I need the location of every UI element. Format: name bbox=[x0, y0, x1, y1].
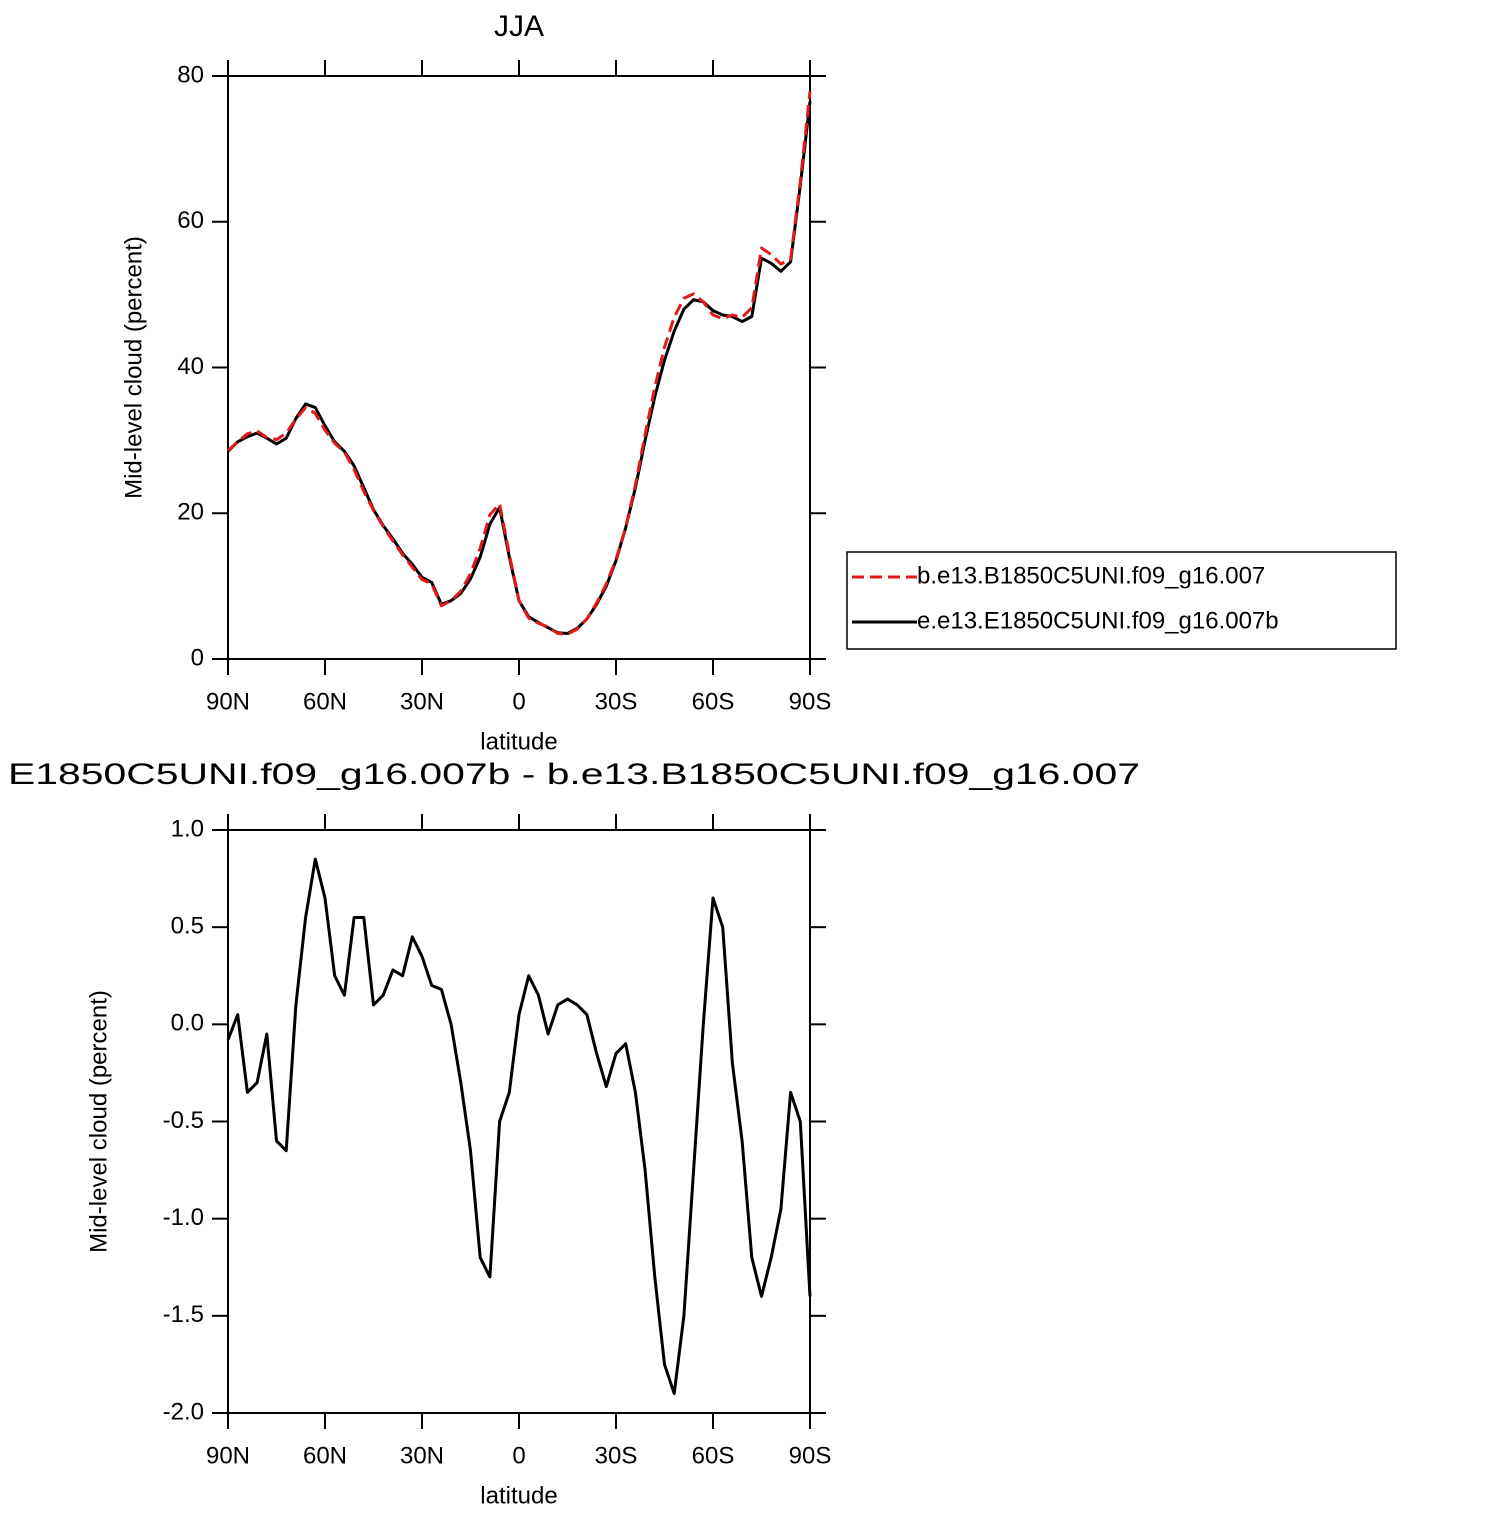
x-tick-label: 0 bbox=[512, 1442, 525, 1469]
y-tick-label: 60 bbox=[177, 207, 204, 234]
x-tick-label: 30N bbox=[400, 688, 444, 715]
y-tick-label: 80 bbox=[177, 61, 204, 88]
x-tick-label: 90N bbox=[206, 1442, 250, 1469]
x-tick-label: 90S bbox=[789, 1442, 832, 1469]
legend-label: b.e13.B1850C5UNI.f09_g16.007 bbox=[917, 562, 1265, 589]
x-tick-label: 30S bbox=[595, 1442, 638, 1469]
x-tick-label: 90N bbox=[206, 688, 250, 715]
chart-title: JJA bbox=[494, 10, 544, 43]
legend-label: e.e13.E1850C5UNI.f09_g16.007b bbox=[917, 607, 1279, 634]
x-axis-label: latitude bbox=[480, 728, 557, 755]
y-tick-label: 1.0 bbox=[171, 815, 204, 842]
legend-box bbox=[846, 551, 1397, 650]
data-line bbox=[226, 857, 812, 1396]
data-line bbox=[226, 101, 812, 635]
y-tick-label: 0 bbox=[191, 644, 204, 671]
x-tick-label: 60N bbox=[303, 1442, 347, 1469]
y-tick-label: -0.5 bbox=[163, 1107, 204, 1134]
data-line bbox=[226, 91, 812, 636]
x-tick-label: 60N bbox=[303, 688, 347, 715]
y-axis-label: Mid-level cloud (percent) bbox=[120, 236, 147, 499]
plot-frame bbox=[227, 75, 811, 660]
x-tick-label: 90S bbox=[789, 688, 832, 715]
y-tick-label: 0.0 bbox=[171, 1010, 204, 1037]
x-tick-label: 0 bbox=[512, 688, 525, 715]
x-tick-label: 60S bbox=[692, 688, 735, 715]
y-tick-label: -2.0 bbox=[163, 1398, 204, 1425]
x-axis-label: latitude bbox=[480, 1482, 557, 1509]
x-tick-label: 30N bbox=[400, 1442, 444, 1469]
chart-title: E1850C5UNI.f09_g16.007b - b.e13.B1850C5U… bbox=[8, 758, 1140, 791]
y-tick-label: -1.0 bbox=[163, 1204, 204, 1231]
y-tick-label: 0.5 bbox=[171, 913, 204, 940]
y-tick-label: 40 bbox=[177, 353, 204, 380]
y-tick-label: -1.5 bbox=[163, 1301, 204, 1328]
x-tick-label: 60S bbox=[692, 1442, 735, 1469]
y-axis-label: Mid-level cloud (percent) bbox=[85, 990, 112, 1253]
plot-frame bbox=[227, 829, 811, 1414]
x-tick-label: 30S bbox=[595, 688, 638, 715]
y-tick-label: 20 bbox=[177, 499, 204, 526]
